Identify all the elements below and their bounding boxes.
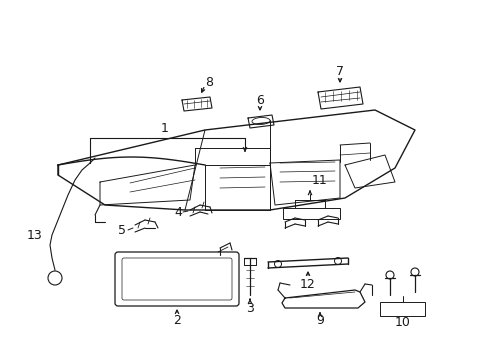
Bar xyxy=(283,208,339,219)
Text: 13: 13 xyxy=(27,229,43,242)
Text: 3: 3 xyxy=(245,302,253,315)
Text: 12: 12 xyxy=(300,278,315,291)
Text: 2: 2 xyxy=(173,314,181,327)
Text: 7: 7 xyxy=(335,64,343,77)
Text: 8: 8 xyxy=(204,76,213,89)
Text: 6: 6 xyxy=(256,94,264,107)
Text: 5: 5 xyxy=(118,224,126,237)
Text: 4: 4 xyxy=(174,206,182,219)
Text: 10: 10 xyxy=(394,315,410,328)
Bar xyxy=(379,302,424,316)
Text: 11: 11 xyxy=(311,174,327,186)
Text: 9: 9 xyxy=(315,315,323,328)
Text: 1: 1 xyxy=(161,122,168,135)
